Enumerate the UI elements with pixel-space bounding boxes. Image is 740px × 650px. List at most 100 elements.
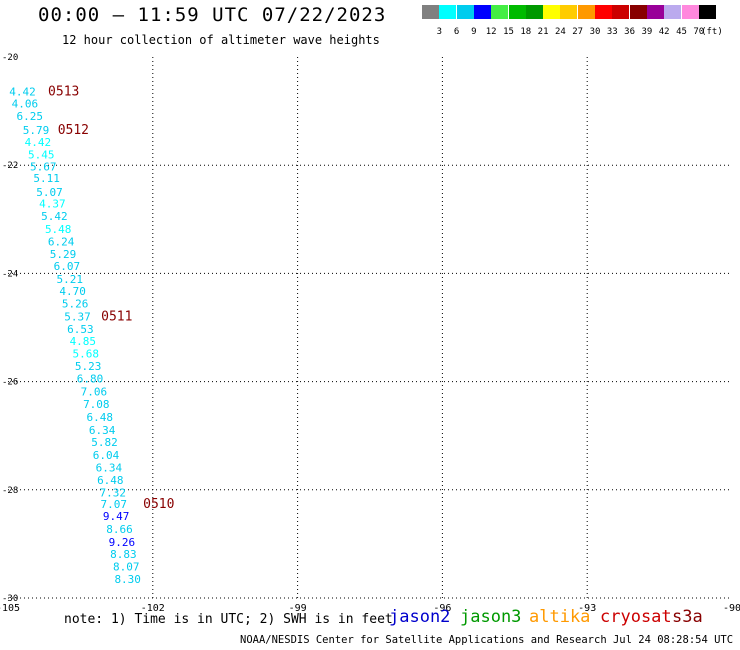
wave-height-point: 5.21 (57, 273, 84, 286)
y-tick-label: -28 (2, 486, 18, 496)
wave-height-point: 4.42 (9, 86, 36, 99)
wave-height-point: 8.66 (106, 523, 133, 536)
wave-height-point: 6.07 (54, 260, 81, 273)
wave-height-point: 5.48 (45, 223, 72, 236)
y-tick-label: -30 (2, 594, 18, 604)
wave-height-point: 6.34 (89, 424, 116, 437)
color-swatch (422, 5, 439, 19)
wave-height-point: 5.37 (64, 311, 91, 324)
wave-height-point: 4.06 (12, 98, 39, 111)
time-label: 0513 (48, 85, 79, 100)
wave-height-point: 4.85 (70, 335, 97, 348)
color-swatch (612, 5, 630, 19)
grid-lines (8, 57, 732, 599)
wave-height-point: 8.30 (114, 573, 141, 586)
color-legend-unit: (ft) (701, 27, 723, 37)
color-legend-label: 6 (453, 27, 460, 37)
wave-height-point: 6.53 (67, 323, 94, 336)
wave-height-point: 6.34 (96, 462, 123, 475)
wave-height-point: 6.04 (93, 449, 120, 462)
color-legend-label: 9 (471, 27, 477, 37)
color-legend-label: 27 (572, 27, 584, 37)
y-tick-label: -20 (2, 53, 18, 63)
color-legend-label: 33 (606, 27, 618, 37)
color-swatch (698, 5, 716, 19)
wave-height-point: 4.37 (39, 198, 66, 211)
color-legend-label: 24 (554, 27, 566, 37)
wave-height-point: 4.42 (25, 136, 52, 149)
color-swatch (439, 5, 457, 19)
wave-height-point: 6.25 (16, 110, 43, 123)
satellite-s3a: s3a (672, 607, 703, 627)
x-tick-label: -90 (723, 603, 740, 614)
wave-height-point: 5.11 (33, 172, 60, 185)
color-legend-label: 12 (485, 27, 497, 37)
wave-height-point: 6.80 (77, 372, 104, 385)
color-legend-label: 45 (676, 27, 687, 37)
wave-height-point: 4.70 (59, 285, 86, 298)
chart-subtitle: 12 hour collection of altimeter wave hei… (62, 33, 380, 47)
footer-credit: NOAA/NESDIS Center for Satellite Applica… (240, 634, 740, 646)
color-legend-label: 18 (520, 27, 532, 37)
time-label: 0512 (58, 123, 89, 138)
satellite-altika: altika (529, 607, 591, 627)
color-swatch (646, 5, 664, 19)
color-swatch (456, 5, 474, 19)
color-swatch (560, 5, 578, 19)
color-legend-label: 70 (693, 27, 705, 37)
wave-height-point: 7.08 (83, 398, 110, 411)
wave-height-point: 5.42 (41, 210, 68, 223)
data-points: 4.424.066.255.794.425.455.675.115.074.37… (9, 86, 141, 586)
y-tick-label: -22 (2, 161, 18, 171)
wave-height-point: 6.48 (97, 474, 124, 487)
color-swatch (595, 5, 612, 19)
wave-height-point: 9.26 (109, 536, 136, 549)
wave-height-point: 5.82 (91, 436, 118, 449)
color-legend-label: 42 (658, 27, 670, 37)
y-tick-label: -26 (2, 378, 18, 388)
color-swatch (543, 5, 561, 19)
wave-height-point: 5.07 (36, 186, 63, 199)
color-swatch (491, 5, 509, 19)
color-legend-label: 15 (503, 27, 514, 37)
axis-ticks: -105 -102 -99 -96 -93 -90 -20 -22 -24 -26 -28 -30 (0, 53, 740, 614)
wave-height-point: 7.32 (99, 487, 126, 500)
wave-height-point: 5.79 (23, 124, 50, 137)
satellite-cryosat: cryosat (600, 607, 672, 627)
x-tick-label: -99 (289, 603, 307, 614)
y-tick-label: -24 (2, 269, 18, 279)
wave-height-point: 8.07 (113, 561, 140, 574)
wave-height-point: 9.47 (103, 510, 130, 523)
time-labels: 0513 0512 0511 0510 (48, 85, 174, 512)
x-tick-label: -105 (0, 603, 20, 614)
wave-height-point: 7.06 (81, 385, 108, 398)
x-tick-label: -96 (433, 603, 451, 614)
wave-height-point: 6.48 (86, 411, 113, 424)
wave-height-point: 5.67 (30, 160, 57, 173)
x-tick-label: -93 (578, 603, 596, 614)
wave-height-point: 5.26 (62, 298, 89, 311)
color-legend-label: 3 (436, 27, 442, 37)
color-legend-label: 21 (537, 27, 549, 37)
color-swatch (681, 5, 699, 19)
color-legend-label: 39 (641, 27, 653, 37)
color-swatch (473, 5, 491, 19)
wave-height-point: 6.24 (48, 236, 75, 249)
footer-note: note: 1) Time is in UTC; 2) SWH is in fe… (64, 612, 393, 627)
wave-height-point: 5.68 (72, 348, 99, 361)
satellite-jason3: jason3 (460, 607, 522, 627)
color-swatch (525, 5, 543, 19)
color-swatch (577, 5, 595, 19)
color-legend-label: 36 (624, 27, 636, 37)
wave-height-point: 5.45 (28, 148, 55, 161)
color-swatch (664, 5, 682, 19)
color-swatch (629, 5, 647, 19)
satellite-jason2: jason2 (389, 607, 451, 627)
wave-height-point: 8.83 (110, 548, 137, 561)
wave-height-point: 7.07 (100, 498, 127, 511)
color-swatch (508, 5, 526, 19)
wave-height-point: 5.23 (75, 360, 102, 373)
time-label: 0510 (143, 497, 174, 512)
